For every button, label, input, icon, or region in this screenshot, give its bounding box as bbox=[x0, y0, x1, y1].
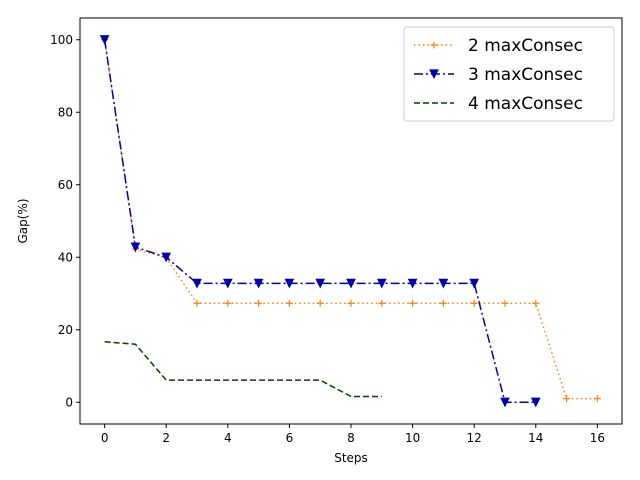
x-axis-label: Steps bbox=[334, 451, 368, 465]
data-point bbox=[407, 278, 418, 289]
data-point bbox=[439, 299, 447, 307]
data-point bbox=[593, 395, 601, 403]
x-tick-label: 14 bbox=[528, 431, 543, 445]
x-tick-label: 16 bbox=[590, 431, 605, 445]
series-line bbox=[103, 39, 598, 400]
data-point bbox=[222, 278, 233, 289]
legend-entry: 2 maxConsec bbox=[414, 36, 583, 56]
data-point bbox=[378, 299, 386, 307]
legend-entry: 4 maxConsec bbox=[414, 94, 583, 114]
legend-label: 3 maxConsec bbox=[468, 65, 583, 85]
x-tick-label: 2 bbox=[162, 431, 170, 445]
data-point bbox=[469, 278, 480, 289]
x-tick-label: 10 bbox=[405, 431, 420, 445]
legend-label: 4 maxConsec bbox=[468, 94, 583, 114]
y-tick-label: 0 bbox=[65, 395, 73, 409]
data-point bbox=[284, 278, 295, 289]
series-line bbox=[103, 39, 536, 403]
series-line bbox=[104, 340, 382, 398]
data-point bbox=[532, 299, 540, 307]
data-point bbox=[161, 252, 172, 263]
data-point bbox=[409, 299, 417, 307]
x-tick-label: 12 bbox=[467, 431, 482, 445]
data-point bbox=[315, 278, 326, 289]
y-tick-label: 100 bbox=[50, 33, 73, 47]
y-axis-label: Gap(%) bbox=[16, 198, 30, 243]
y-tick-label: 40 bbox=[58, 250, 73, 264]
series-layer bbox=[99, 35, 601, 408]
legend-label: 2 maxConsec bbox=[468, 36, 583, 56]
axes-layer: 0 2 4 6 8 10 12 14 16 0 20 40 60 80 100 bbox=[50, 17, 623, 445]
legend: 2 maxConsec 3 maxConsec 4 maxConsec bbox=[403, 26, 615, 122]
legend-entry: 3 maxConsec bbox=[414, 65, 583, 85]
data-point bbox=[501, 299, 509, 307]
data-point bbox=[285, 299, 293, 307]
x-tick-label: 4 bbox=[224, 431, 232, 445]
series-3 bbox=[104, 340, 382, 398]
data-point bbox=[99, 35, 110, 45]
data-point bbox=[192, 278, 202, 289]
legend-box bbox=[403, 26, 615, 122]
data-point bbox=[316, 299, 324, 307]
data-point bbox=[130, 242, 141, 253]
data-point bbox=[255, 299, 263, 307]
data-point bbox=[253, 278, 264, 289]
legend-marker bbox=[430, 41, 438, 49]
x-tick-label: 8 bbox=[347, 431, 355, 445]
series-2 bbox=[99, 35, 541, 408]
data-point bbox=[224, 299, 232, 307]
data-point bbox=[193, 299, 201, 307]
data-point bbox=[347, 299, 355, 307]
data-point bbox=[563, 395, 571, 403]
y-tick-label: 80 bbox=[58, 105, 73, 119]
x-tick-label: 0 bbox=[101, 431, 109, 445]
y-tick-label: 60 bbox=[58, 178, 73, 192]
y-tick-label: 20 bbox=[58, 323, 73, 337]
data-point bbox=[376, 278, 387, 289]
x-tick-label: 6 bbox=[286, 431, 294, 445]
data-point bbox=[470, 299, 478, 307]
data-point bbox=[438, 278, 449, 289]
data-point bbox=[530, 397, 541, 408]
data-point bbox=[346, 278, 356, 289]
data-point bbox=[500, 397, 510, 408]
legend-marker bbox=[429, 69, 439, 80]
